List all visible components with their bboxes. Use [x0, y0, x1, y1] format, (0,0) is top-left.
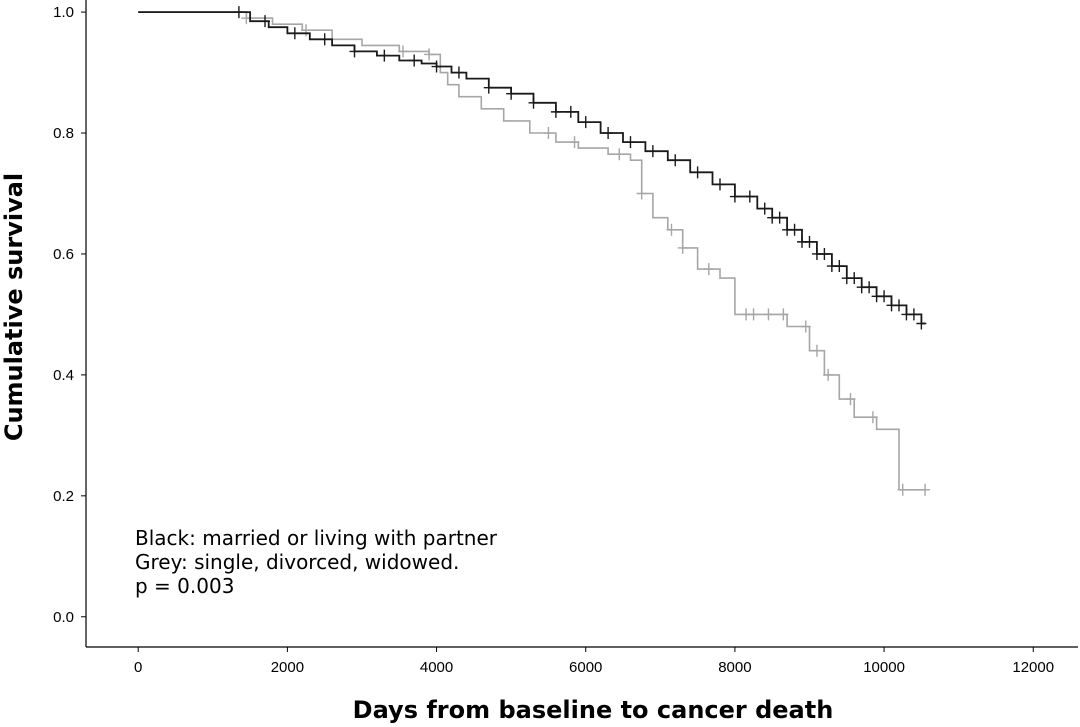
censor-mark	[528, 96, 539, 109]
censor-mark	[603, 127, 614, 140]
censor-mark	[763, 308, 774, 321]
censor-mark	[580, 116, 591, 129]
annotation-block: Black: married or living with partner Gr…	[135, 526, 498, 598]
censor-mark	[759, 202, 770, 215]
censor-mark	[916, 317, 927, 330]
censor-mark	[774, 211, 785, 224]
y-tick-label: 1.0	[53, 4, 74, 21]
censor-mark	[778, 308, 789, 321]
censor-mark	[714, 178, 725, 191]
series-layer	[138, 6, 931, 496]
x-tick-label: 2000	[271, 659, 304, 676]
censor-mark	[233, 6, 244, 19]
censor-mark	[677, 241, 688, 254]
censor-mark	[864, 281, 875, 294]
censor-mark	[893, 299, 904, 312]
censor-mark	[569, 136, 580, 149]
annotation-line-2: Grey: single, divorced, widowed.	[135, 550, 459, 574]
censor-mark	[397, 45, 408, 58]
y-tick-label: 0.8	[53, 125, 74, 142]
annotation-line-3: p = 0.003	[135, 574, 234, 598]
censor-mark	[703, 263, 714, 276]
censor-mark	[379, 49, 390, 62]
censor-mark	[550, 105, 561, 118]
censor-mark	[483, 81, 494, 94]
y-tick-label: 0.4	[53, 367, 74, 384]
censor-mark	[666, 223, 677, 236]
x-tick-label: 6000	[569, 659, 602, 676]
x-tick-label: 10000	[863, 659, 905, 676]
censor-mark	[614, 148, 625, 161]
censor-mark	[670, 154, 681, 167]
censor-mark	[431, 60, 442, 73]
censor-mark	[834, 260, 845, 273]
y-tick-label: 0.6	[53, 246, 74, 263]
y-tick-label: 0.2	[53, 488, 74, 505]
x-tick-label: 0	[134, 659, 142, 676]
x-tick-label: 4000	[420, 659, 453, 676]
y-axis-title: Cumulative survival	[0, 173, 28, 441]
censor-mark	[849, 272, 860, 285]
censor-mark	[823, 368, 834, 381]
y-tick-label: 0.0	[53, 609, 74, 626]
censor-mark	[845, 393, 856, 406]
survival-step-line	[138, 11, 926, 491]
censor-mark	[811, 344, 822, 357]
censor-mark	[908, 308, 919, 321]
censor-mark	[565, 105, 576, 118]
censor-mark	[692, 166, 703, 179]
censor-mark	[636, 187, 647, 200]
censor-mark	[506, 87, 517, 100]
x-axis-title: Days from baseline to cancer death	[353, 696, 834, 724]
censor-mark	[748, 308, 759, 321]
series-0	[138, 6, 927, 330]
censor-mark	[819, 247, 830, 260]
censor-mark	[260, 15, 271, 28]
axes: 0 2000 4000 6000 8000 10000 12000 0.0 0.2 0.4 0.6 0…	[53, 0, 1078, 676]
censor-mark	[301, 24, 312, 37]
censor-mark	[625, 136, 636, 149]
x-tick-label: 12000	[1012, 659, 1054, 676]
censor-mark	[349, 45, 360, 58]
censor-mark	[543, 127, 554, 140]
x-tick-label: 8000	[718, 659, 751, 676]
censor-mark	[424, 48, 435, 61]
censor-mark	[744, 190, 755, 203]
censor-mark	[409, 54, 420, 67]
censor-mark	[289, 27, 300, 40]
censor-mark	[897, 483, 908, 496]
censor-mark	[920, 483, 931, 496]
censor-mark	[800, 320, 811, 333]
censor-mark	[789, 223, 800, 236]
series-1	[138, 11, 931, 496]
censor-mark	[867, 411, 878, 424]
censor-mark	[319, 33, 330, 46]
censor-mark	[647, 145, 658, 158]
annotation-line-1: Black: married or living with partner	[135, 526, 498, 550]
censor-mark	[879, 290, 890, 303]
censor-mark	[453, 66, 464, 79]
survival-step-line	[138, 11, 926, 325]
censor-mark	[729, 190, 740, 203]
censor-mark	[804, 235, 815, 248]
